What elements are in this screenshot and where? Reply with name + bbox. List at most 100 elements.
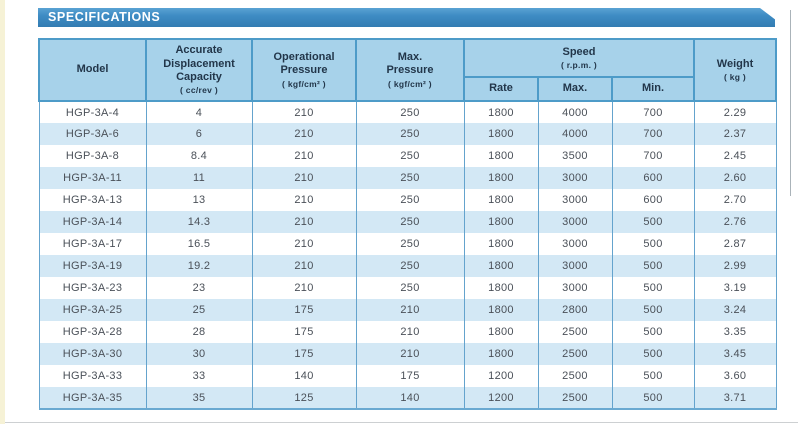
value-cell: 2500 <box>537 321 613 343</box>
value-cell: 500 <box>611 365 695 387</box>
value-cell: 30 <box>145 343 253 365</box>
value-cell: 1800 <box>463 233 539 255</box>
value-cell: 175 <box>355 365 465 387</box>
value-cell: 250 <box>355 145 465 167</box>
value-cell: 210 <box>251 123 357 145</box>
value-cell: 28 <box>145 321 253 343</box>
model-cell: HGP-3A-8 <box>38 145 147 167</box>
model-cell: HGP-3A-6 <box>38 123 147 145</box>
value-cell: 250 <box>355 255 465 277</box>
value-cell: 175 <box>251 343 357 365</box>
col-header-weight: Weight ( kg ) <box>693 38 778 102</box>
value-cell: 3.19 <box>693 277 777 299</box>
model-cell: HGP-3A-25 <box>38 299 147 321</box>
page-bottom-edge-line <box>5 422 798 423</box>
value-cell: 1800 <box>463 123 539 145</box>
value-cell: 175 <box>251 321 357 343</box>
value-cell: 210 <box>251 101 357 123</box>
value-cell: 2500 <box>537 343 613 365</box>
value-cell: 500 <box>611 387 695 410</box>
value-cell: 125 <box>251 387 357 410</box>
col-header-model: Model <box>38 38 147 102</box>
col-header-operational-pressure-label: Operational Pressure <box>273 50 335 77</box>
model-cell: HGP-3A-14 <box>38 211 147 233</box>
table-row: HGP-3A-11 11 210 250 1800 3000 600 2.60 <box>38 167 777 189</box>
value-cell: 3000 <box>537 255 613 277</box>
value-cell: 3.45 <box>693 343 777 365</box>
value-cell: 700 <box>611 145 695 167</box>
value-cell: 2500 <box>537 387 613 410</box>
value-cell: 1800 <box>463 277 539 299</box>
value-cell: 700 <box>611 123 695 145</box>
col-header-weight-label: Weight <box>716 57 754 70</box>
col-header-speed-rate: Rate <box>463 76 539 102</box>
value-cell: 3000 <box>537 167 613 189</box>
value-cell: 8.4 <box>145 145 253 167</box>
col-header-displacement-capacity-unit: ( cc/rev ) <box>180 85 218 96</box>
col-header-model-label: Model <box>76 63 109 76</box>
value-cell: 210 <box>251 277 357 299</box>
value-cell: 3000 <box>537 277 613 299</box>
col-header-speed-group: Speed ( r.p.m. ) <box>462 38 696 78</box>
col-header-operational-pressure-unit: ( kgf/cm² ) <box>282 78 326 89</box>
value-cell: 1800 <box>463 189 539 211</box>
value-cell: 500 <box>611 211 695 233</box>
value-cell: 140 <box>251 365 357 387</box>
value-cell: 3500 <box>537 145 613 167</box>
model-cell: HGP-3A-17 <box>38 233 147 255</box>
table-row: HGP-3A-14 14.3 210 250 1800 3000 500 2.76 <box>38 211 777 233</box>
table-row: HGP-3A-33 33 140 175 1200 2500 500 3.60 <box>38 365 777 387</box>
table-row: HGP-3A-13 13 210 250 1800 3000 600 2.70 <box>38 189 777 211</box>
model-cell: HGP-3A-11 <box>38 167 147 189</box>
value-cell: 3000 <box>537 211 613 233</box>
value-cell: 600 <box>611 167 695 189</box>
value-cell: 210 <box>251 189 357 211</box>
value-cell: 3.24 <box>693 299 777 321</box>
value-cell: 210 <box>251 255 357 277</box>
value-cell: 11 <box>145 167 253 189</box>
col-header-max-pressure: Max. Pressure ( kgf/cm² ) <box>355 38 465 102</box>
value-cell: 1800 <box>463 255 539 277</box>
model-cell: HGP-3A-13 <box>38 189 147 211</box>
value-cell: 1800 <box>463 343 539 365</box>
col-header-speed-label: Speed <box>562 45 596 58</box>
value-cell: 250 <box>355 101 465 123</box>
value-cell: 3.35 <box>693 321 777 343</box>
model-cell: HGP-3A-30 <box>38 343 147 365</box>
col-header-displacement-capacity: Accurate Displacement Capacity ( cc/rev … <box>145 38 253 102</box>
value-cell: 23 <box>145 277 253 299</box>
value-cell: 500 <box>611 343 695 365</box>
col-header-speed-unit: ( r.p.m. ) <box>560 60 598 71</box>
value-cell: 3000 <box>537 233 613 255</box>
value-cell: 250 <box>355 277 465 299</box>
value-cell: 600 <box>611 189 695 211</box>
table-row: HGP-3A-19 19.2 210 250 1800 3000 500 2.99 <box>38 255 777 277</box>
table-row: HGP-3A-17 16.5 210 250 1800 3000 500 2.87 <box>38 233 777 255</box>
col-header-max-pressure-unit: ( kgf/cm² ) <box>388 78 432 89</box>
specifications-table: Model Accurate Displacement Capacity ( c… <box>38 38 778 410</box>
model-cell: HGP-3A-33 <box>38 365 147 387</box>
value-cell: 210 <box>251 145 357 167</box>
value-cell: 2.76 <box>693 211 777 233</box>
col-header-weight-unit: ( kg ) <box>723 72 747 83</box>
value-cell: 4000 <box>537 123 613 145</box>
table-row: HGP-3A-4 4 210 250 1800 4000 700 2.29 <box>38 101 777 123</box>
value-cell: 1800 <box>463 101 539 123</box>
model-cell: HGP-3A-19 <box>38 255 147 277</box>
value-cell: 14.3 <box>145 211 253 233</box>
value-cell: 2.37 <box>693 123 777 145</box>
value-cell: 250 <box>355 211 465 233</box>
table-row: HGP-3A-28 28 175 210 1800 2500 500 3.35 <box>38 321 777 343</box>
value-cell: 1200 <box>463 387 539 410</box>
value-cell: 210 <box>251 233 357 255</box>
value-cell: 500 <box>611 277 695 299</box>
col-header-displacement-capacity-label: Accurate Displacement Capacity <box>163 44 235 84</box>
value-cell: 2.45 <box>693 145 777 167</box>
value-cell: 2800 <box>537 299 613 321</box>
value-cell: 250 <box>355 123 465 145</box>
value-cell: 13 <box>145 189 253 211</box>
model-cell: HGP-3A-28 <box>38 321 147 343</box>
value-cell: 500 <box>611 321 695 343</box>
value-cell: 140 <box>355 387 465 410</box>
model-cell: HGP-3A-35 <box>38 387 147 410</box>
